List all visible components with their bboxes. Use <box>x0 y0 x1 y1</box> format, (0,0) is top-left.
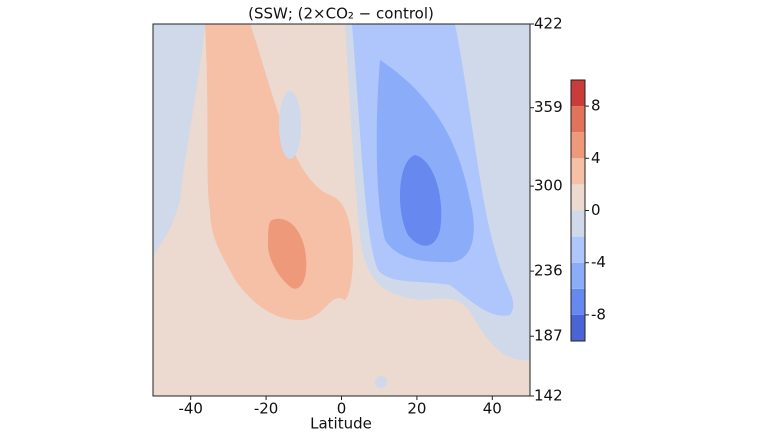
x-tick-label: 0 <box>337 400 347 418</box>
colorbar-tick-label: 8 <box>591 97 601 115</box>
y-tick-label: 142 <box>534 387 563 405</box>
contour-region <box>205 24 353 320</box>
contour-region <box>376 60 474 263</box>
colorbar-segment <box>571 158 585 185</box>
x-axis-label: Latitude <box>310 415 372 433</box>
colorbar-segment <box>571 262 585 289</box>
colorbar-segment <box>571 236 585 263</box>
contour-field <box>153 24 530 396</box>
x-tick-label: -40 <box>178 400 203 418</box>
contour-region <box>399 155 442 246</box>
contour-region <box>268 218 307 289</box>
colorbar-tick-label: -4 <box>591 253 606 271</box>
y-tick-label: 236 <box>534 262 563 280</box>
contour-region <box>279 91 301 159</box>
colorbar-segment <box>571 132 585 159</box>
colorbar-tick-label: 4 <box>591 149 601 167</box>
colorbar-tick-label: -8 <box>591 305 606 323</box>
y-tick-label: 422 <box>534 15 563 33</box>
colorbar-segment <box>571 288 585 315</box>
colorbar-tick-label: 0 <box>591 201 601 219</box>
colorbar-segment <box>571 80 585 107</box>
y-tick-label: 300 <box>534 177 563 195</box>
chart-title: (SSW; (2×CO₂ − control) <box>248 5 434 23</box>
colorbar-segment <box>571 314 585 341</box>
contour-region <box>153 24 205 260</box>
colorbar-segment <box>571 210 585 237</box>
colorbar-segment <box>571 184 585 211</box>
y-tick-label: 187 <box>534 327 563 345</box>
x-tick-label: 40 <box>483 400 502 418</box>
x-tick-label: 20 <box>407 400 426 418</box>
colorbar-segment <box>571 106 585 133</box>
x-tick-label: -20 <box>254 400 279 418</box>
y-tick-label: 359 <box>534 98 563 116</box>
contour-region <box>375 376 387 388</box>
